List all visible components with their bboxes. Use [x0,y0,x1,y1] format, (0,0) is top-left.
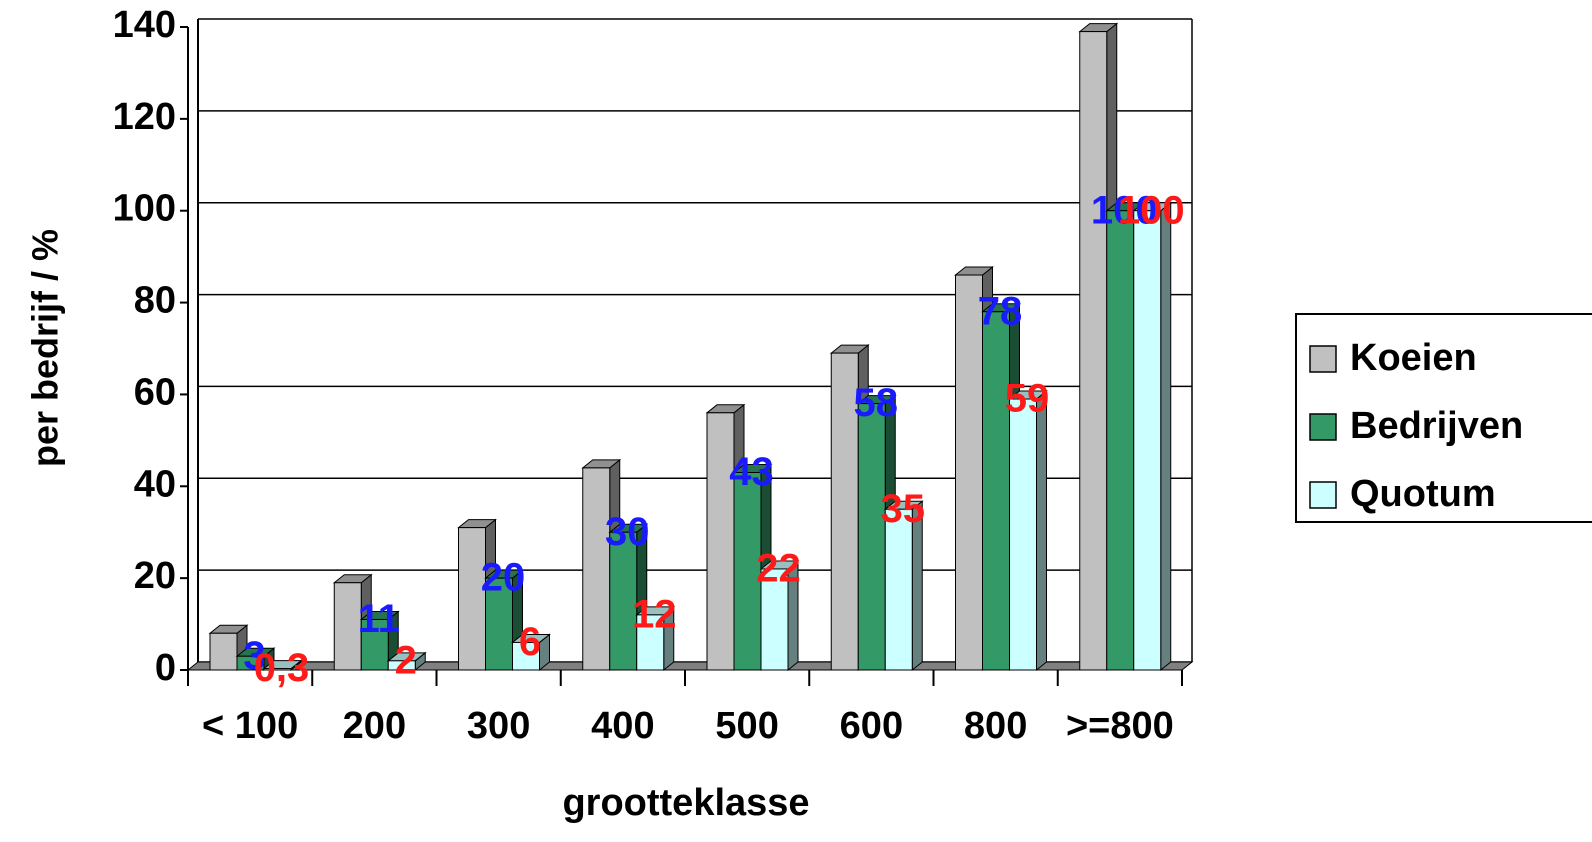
x-tick-label: 500 [715,705,778,747]
bar [955,274,983,671]
x-tick-label: 800 [964,705,1027,747]
value-label: 100 [1091,188,1158,232]
legend-swatch [1309,345,1337,373]
x-tick-label: 200 [343,705,406,747]
bar [1079,31,1108,671]
y-tick-label: 20 [134,555,176,597]
x-axis-label: grootteklasse [562,782,809,824]
legend-label: Koeien [1350,337,1477,379]
value-label: 3 [243,634,265,678]
bar [733,472,762,671]
legend-label: Quotum [1350,473,1496,515]
bar [1106,210,1135,671]
y-tick-label: 0 [155,647,176,689]
value-label: 12 [632,592,677,636]
bar [857,403,886,671]
bar [1009,398,1037,671]
bar [1133,210,1162,671]
value-label: 43 [729,450,774,494]
bar [609,531,638,671]
legend-label: Bedrijven [1350,405,1523,447]
y-tick-label: 140 [113,4,176,46]
bar [387,660,416,671]
bar [360,618,389,671]
bar [582,467,611,671]
y-axis-label: per bedrijf / % [25,229,66,467]
legend-box [1295,313,1592,523]
value-label: 35 [881,487,926,531]
bar [333,582,362,671]
value-label: 0,3 [254,646,310,690]
value-label: 6 [519,620,541,664]
bar [830,352,859,671]
y-tick-label: 40 [134,463,176,505]
bar [512,641,540,671]
bar-side [1160,201,1172,672]
bar [263,668,292,671]
bar [485,577,513,671]
value-label: 11 [358,597,400,641]
y-tick-label: 100 [113,188,176,230]
x-tick-label: 600 [840,705,903,747]
x-tick-label: < 100 [202,705,298,747]
y-tick-label: 120 [113,96,176,138]
value-label: 78 [978,289,1023,333]
x-tick-label: 400 [591,705,654,747]
value-label: 100 [1118,188,1185,232]
x-tick-label: >=800 [1066,705,1174,747]
bar [636,614,665,671]
bar [760,568,789,671]
bar-side [1036,389,1047,672]
y-tick-label: 80 [134,280,176,322]
y-tick-label: 60 [134,371,176,413]
value-label: 22 [756,547,801,591]
legend-swatch [1309,413,1337,441]
value-label: 30 [605,510,650,554]
bar [982,311,1010,671]
value-label: 20 [481,556,526,600]
value-label: 2 [395,638,417,682]
value-label: 59 [1005,377,1050,421]
bar [209,632,238,671]
bar [706,412,735,671]
bar [884,508,913,671]
value-label: 58 [854,381,899,425]
bar [236,655,265,671]
x-tick-label: 300 [467,705,530,747]
legend-swatch [1309,481,1337,509]
